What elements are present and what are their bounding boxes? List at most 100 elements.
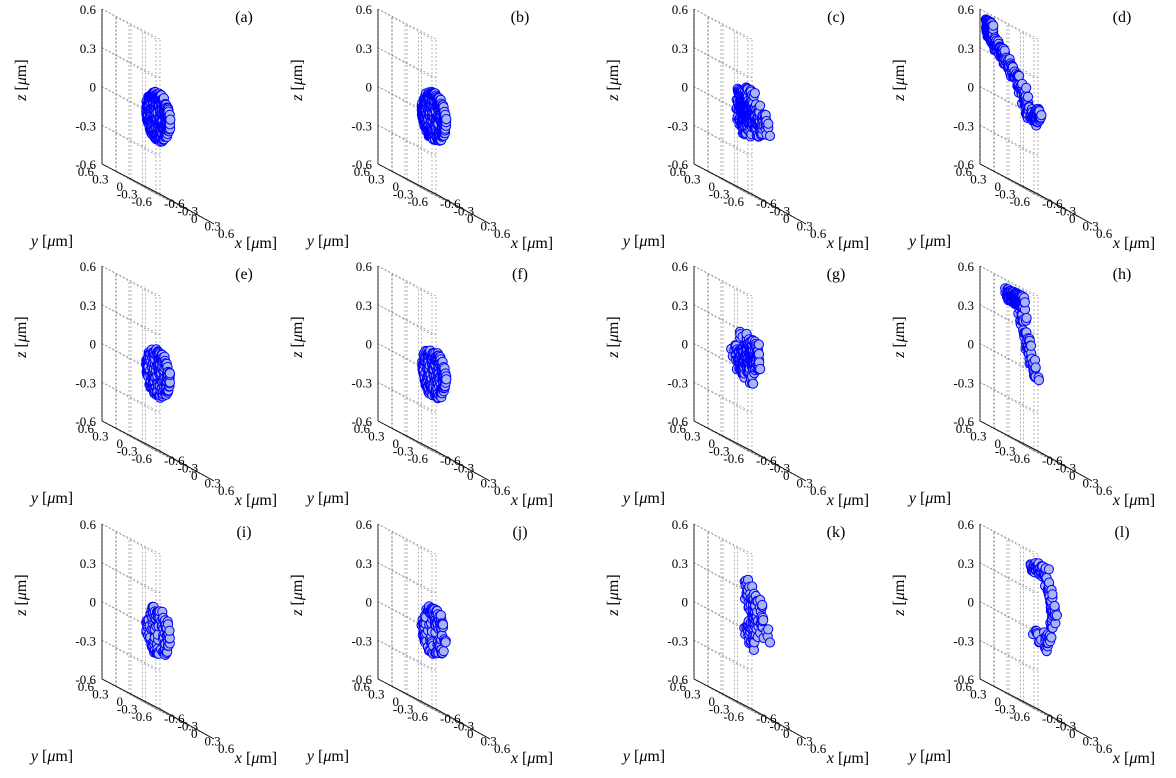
particle-marker (1026, 341, 1035, 350)
y-axis-label: y [μm] (29, 490, 73, 507)
x-tick-label: 0 (1069, 468, 1076, 483)
particle-marker (1031, 363, 1040, 372)
particle-marker (1044, 565, 1053, 574)
particle-cluster (981, 15, 1046, 130)
y-axis-label: y [μm] (305, 233, 349, 250)
panel-label: (e) (235, 266, 253, 283)
z-tick-label: 0.3 (672, 41, 688, 56)
z-tick-label: -0.3 (667, 633, 688, 648)
particle-marker (750, 89, 759, 98)
x-axis-label: x [μm] (234, 235, 277, 252)
x-axis-label: x [μm] (234, 492, 277, 509)
particle-marker (764, 625, 773, 634)
z-tick-label: 0.3 (356, 41, 372, 56)
z-tick-label: 0.6 (356, 259, 373, 274)
z-axis-label: z [μm] (13, 316, 30, 358)
y-axis-label: y [μm] (29, 748, 73, 765)
x-tick-label: 0.6 (494, 741, 511, 756)
z-tick-label: -0.3 (351, 633, 372, 648)
y-tick-label: 0.3 (92, 172, 108, 187)
y-tick-label: 0.3 (684, 429, 700, 444)
particle-marker (166, 115, 175, 124)
x-tick-label: 0.6 (218, 741, 235, 756)
x-tick-label: 0.6 (494, 226, 511, 241)
z-tick-label: 0.3 (958, 41, 974, 56)
particle-marker (754, 340, 763, 349)
particle-marker (1052, 611, 1061, 620)
panel-label: (g) (827, 266, 846, 283)
z-tick-label: -0.3 (351, 375, 372, 390)
z-tick-label: 0 (968, 80, 975, 95)
particle-marker (1020, 298, 1029, 307)
x-tick-label: 0 (467, 468, 474, 483)
z-tick-label: 0.3 (80, 556, 96, 571)
y-tick-label: -0.6 (407, 194, 428, 209)
y-tick-label: -0.6 (1009, 451, 1030, 466)
y-tick-label: 0.3 (92, 429, 108, 444)
x-tick-label: 0 (191, 726, 198, 741)
z-tick-label: 0.6 (672, 259, 689, 274)
y-tick-label: -0.6 (723, 451, 744, 466)
particle-marker (989, 21, 998, 30)
x-axis-label: x [μm] (510, 492, 553, 509)
y-tick-label: 0.3 (970, 172, 986, 187)
z-tick-label: -0.3 (953, 375, 974, 390)
x-axis-label: x [μm] (826, 492, 869, 509)
z-axis-label: z [μm] (605, 574, 622, 616)
z-tick-label: 0.6 (958, 259, 975, 274)
y-tick-label: -0.6 (407, 451, 428, 466)
z-axis-label: z [μm] (891, 316, 908, 358)
z-axis-label: z [μm] (605, 59, 622, 101)
y-tick-label: 0.3 (92, 687, 108, 702)
x-tick-label: 0.6 (810, 741, 827, 756)
particle-marker (1022, 313, 1031, 322)
y-axis-label: y [μm] (305, 748, 349, 765)
z-tick-label: 0.3 (958, 298, 974, 313)
particle-marker (764, 119, 773, 128)
z-tick-label: 0 (682, 337, 689, 352)
panel-label: (a) (235, 9, 253, 26)
particle-cluster (142, 602, 175, 659)
x-axis-label: x [μm] (510, 235, 553, 252)
y-axis-label: y [μm] (305, 490, 349, 507)
panel-j: 0.60.30-0.3-0.60.60.3 0-0.3-0.6 -0.6-0.30 0… (289, 517, 553, 767)
particle-marker (756, 364, 765, 373)
particle-marker (439, 647, 448, 656)
y-axis-label: y [μm] (907, 748, 951, 765)
y-axis-label: y [μm] (907, 233, 951, 250)
z-tick-label: -0.3 (75, 118, 96, 133)
panel-i: 0.60.30-0.3-0.60.60.3 0-0.3-0.6 -0.6-0.30 0… (13, 517, 277, 767)
y-axis-label: y [μm] (621, 490, 665, 507)
y-axis-label: y [μm] (907, 490, 951, 507)
y-tick-label: 0.3 (368, 429, 384, 444)
z-tick-label: 0 (366, 80, 373, 95)
z-tick-label: 0.6 (356, 2, 373, 17)
particle-marker (1050, 601, 1059, 610)
y-axis-label: y [μm] (621, 748, 665, 765)
z-tick-label: 0.6 (80, 517, 97, 532)
panel-c: 0.60.30-0.3-0.60.60.3 0-0.3-0.6 -0.6-0.30 0… (605, 2, 869, 252)
y-tick-label: -0.6 (1009, 709, 1030, 724)
y-axis-label: y [μm] (621, 233, 665, 250)
z-tick-label: 0.6 (356, 517, 373, 532)
particle-marker (759, 616, 768, 625)
y-tick-label: 0.3 (970, 687, 986, 702)
panel-label: (d) (1113, 9, 1132, 26)
panel-label: (i) (236, 524, 251, 541)
z-tick-label: -0.3 (351, 118, 372, 133)
x-tick-label: 0.6 (810, 483, 827, 498)
z-tick-label: 0 (682, 595, 689, 610)
particle-cluster (142, 345, 175, 403)
y-tick-label: -0.6 (407, 709, 428, 724)
z-tick-label: 0.6 (80, 259, 97, 274)
x-axis-label: x [μm] (826, 750, 869, 767)
x-tick-label: 0.6 (810, 226, 827, 241)
particle-marker (765, 131, 774, 140)
y-axis-label: y [μm] (29, 233, 73, 250)
x-tick-label: 0 (467, 211, 474, 226)
z-axis-label: z [μm] (891, 574, 908, 616)
panel-f: 0.60.30-0.3-0.60.60.3 0-0.3-0.6 -0.6-0.30 0… (289, 259, 553, 509)
x-tick-label: 0.6 (494, 483, 511, 498)
panel-l: 0.60.30-0.3-0.60.60.3 0-0.3-0.6 -0.6-0.30 0… (891, 517, 1155, 767)
z-tick-label: 0 (366, 337, 373, 352)
